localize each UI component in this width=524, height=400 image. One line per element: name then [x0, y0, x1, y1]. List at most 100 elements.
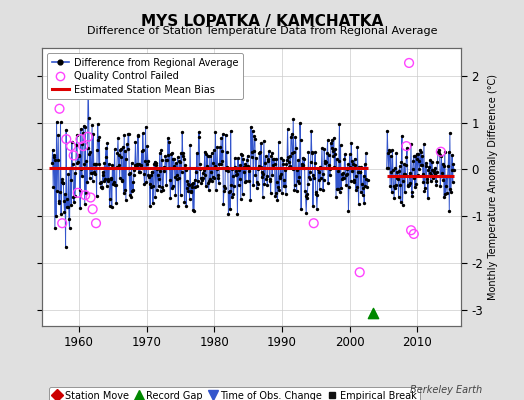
Point — [152, 160, 160, 166]
Point — [331, 146, 340, 153]
Point — [432, 178, 440, 184]
Point — [264, 158, 272, 164]
Point — [84, 76, 92, 83]
Point — [301, 188, 309, 194]
Point — [413, 150, 421, 157]
Point — [418, 152, 427, 159]
Point — [326, 165, 335, 172]
Point — [417, 149, 425, 155]
Point — [415, 165, 423, 172]
Point — [442, 173, 451, 179]
Point — [299, 162, 308, 168]
Point — [176, 158, 184, 165]
Point — [112, 182, 120, 188]
Point — [283, 126, 292, 132]
Point — [315, 169, 323, 175]
Point — [157, 188, 165, 194]
Point — [429, 175, 437, 181]
Point — [93, 147, 101, 154]
Point — [354, 169, 362, 175]
Point — [155, 183, 163, 189]
Point — [344, 208, 353, 214]
Point — [390, 194, 398, 201]
Point — [245, 168, 254, 174]
Point — [192, 169, 201, 176]
Point — [392, 150, 400, 157]
Point — [179, 153, 187, 159]
Point — [423, 178, 431, 185]
Point — [118, 178, 127, 185]
Point — [340, 156, 348, 162]
Point — [101, 176, 109, 182]
Point — [144, 172, 152, 178]
Point — [359, 172, 368, 179]
Point — [405, 182, 413, 188]
Point — [353, 184, 361, 190]
Point — [384, 165, 392, 171]
Point — [77, 166, 85, 172]
Point — [168, 183, 177, 189]
Point — [51, 157, 60, 164]
Point — [248, 128, 257, 134]
Point — [131, 139, 139, 145]
Point — [243, 156, 251, 163]
Point — [448, 152, 456, 158]
Point — [436, 182, 444, 189]
Point — [58, 178, 66, 185]
Point — [69, 160, 77, 167]
Point — [355, 164, 363, 170]
Point — [183, 181, 192, 188]
Point — [200, 167, 208, 174]
Point — [70, 198, 78, 205]
Point — [355, 169, 364, 176]
Point — [125, 131, 133, 137]
Point — [115, 152, 123, 158]
Point — [162, 157, 170, 164]
Point — [298, 163, 307, 170]
Point — [406, 180, 414, 186]
Point — [171, 174, 179, 180]
Point — [53, 157, 62, 164]
Point — [268, 150, 276, 156]
Point — [346, 163, 354, 170]
Point — [351, 156, 359, 162]
Point — [414, 158, 423, 164]
Point — [48, 146, 57, 153]
Point — [82, 158, 91, 164]
Point — [302, 210, 310, 216]
Point — [285, 158, 293, 165]
Point — [177, 192, 185, 198]
Point — [91, 170, 99, 177]
Point — [89, 131, 97, 137]
Point — [275, 187, 283, 194]
Point — [126, 192, 134, 198]
Point — [323, 150, 331, 156]
Point — [84, 134, 92, 140]
Point — [393, 169, 401, 176]
Point — [329, 152, 337, 159]
Text: Berkeley Earth: Berkeley Earth — [410, 385, 482, 395]
Point — [114, 162, 123, 168]
Point — [102, 145, 111, 151]
Point — [252, 154, 260, 161]
Point — [243, 152, 252, 159]
Point — [56, 119, 64, 126]
Point — [103, 183, 111, 189]
Point — [61, 244, 70, 250]
Point — [59, 180, 67, 186]
Point — [151, 194, 159, 200]
Point — [62, 127, 70, 133]
Point — [280, 183, 289, 190]
Point — [212, 166, 221, 172]
Point — [205, 153, 214, 159]
Point — [113, 164, 121, 170]
Point — [215, 161, 224, 168]
Point — [219, 131, 227, 138]
Point — [306, 169, 314, 175]
Point — [265, 176, 274, 182]
Point — [113, 149, 122, 156]
Point — [266, 178, 274, 184]
Point — [269, 156, 277, 162]
Point — [255, 150, 264, 156]
Point — [194, 178, 202, 185]
